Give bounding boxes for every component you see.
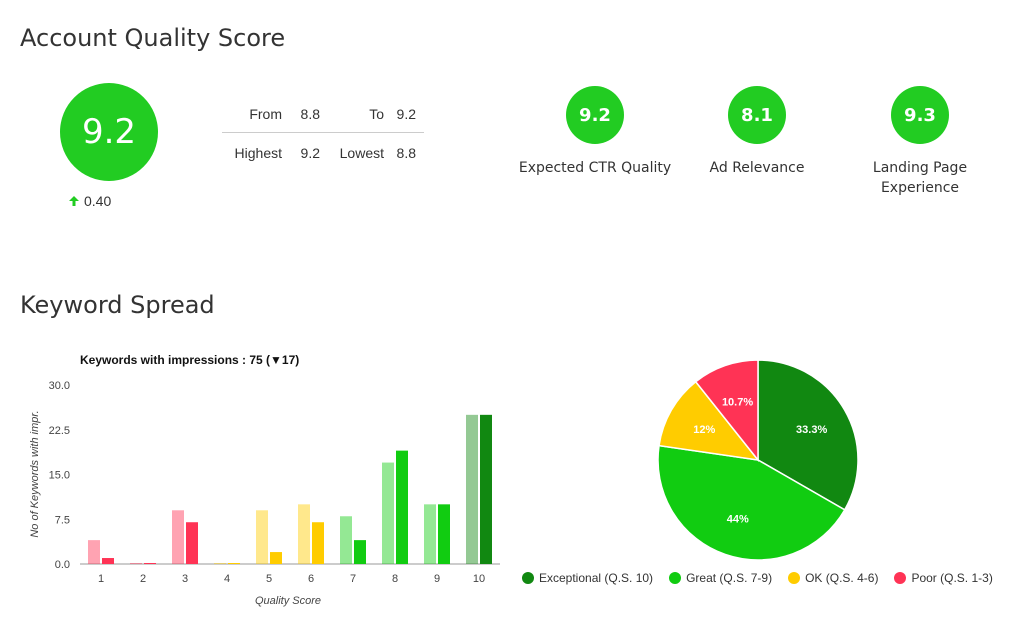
bar-xtick-label: 8 xyxy=(392,573,398,585)
ad-relevance-value: 8.1 xyxy=(741,104,773,126)
bar-series1-qs-9[interactable] xyxy=(424,504,436,564)
ctr-score-value: 9.2 xyxy=(579,104,611,126)
legend-dot-exceptional xyxy=(522,572,534,584)
bar-series2-qs-2[interactable] xyxy=(144,563,156,564)
bar-chart-ylabel: No of Keywords with impr. xyxy=(29,410,41,537)
bar-series1-qs-2[interactable] xyxy=(130,563,142,564)
delta-value: 0.40 xyxy=(84,193,112,209)
bar-series2-qs-6[interactable] xyxy=(312,522,324,564)
legend-item-poor: Poor (Q.S. 1-3) xyxy=(894,571,993,585)
ad-relevance-circle: 8.1 xyxy=(728,86,786,144)
legend-dot-ok xyxy=(788,572,801,584)
bar-xtick-label: 3 xyxy=(182,573,188,585)
bar-xtick-label: 5 xyxy=(266,573,272,585)
pie-slice-label: 12% xyxy=(693,424,715,436)
bar-series1-qs-8[interactable] xyxy=(382,462,394,564)
bar-ytick-label: 22.5 xyxy=(49,425,70,437)
bar-xtick-label: 6 xyxy=(308,573,314,585)
bar-xtick-label: 2 xyxy=(140,573,146,585)
bar-series1-qs-6[interactable] xyxy=(298,504,310,564)
component-ctr: 9.2 Expected CTR Quality xyxy=(515,86,675,178)
bar-ytick-label: 0.0 xyxy=(55,559,70,571)
account-quality-title: Account Quality Score xyxy=(20,24,286,52)
component-landing-page: 9.3 Landing Page Experience xyxy=(860,86,980,198)
bar-ytick-label: 30.0 xyxy=(49,380,70,392)
pie-slice-poor[interactable] xyxy=(694,359,759,463)
legend-dot-poor xyxy=(894,572,907,584)
pie-chart: 33.3% 44% 12% 10.7% xyxy=(657,359,859,561)
to-value: 9.2 xyxy=(396,106,416,122)
account-score-value: 9.2 xyxy=(81,112,137,152)
account-score-circle: 9.2 xyxy=(60,83,158,181)
pie-slice-great[interactable] xyxy=(657,444,846,561)
landing-page-value: 9.3 xyxy=(904,104,936,126)
ad-relevance-label: Ad Relevance xyxy=(709,160,805,176)
legend-item-ok: OK (Q.S. 4-6) xyxy=(788,571,878,585)
highest-value: 9.2 xyxy=(300,145,320,161)
bar-series2-qs-9[interactable] xyxy=(438,504,450,564)
pie-slice-ok[interactable] xyxy=(658,380,760,462)
bar-series2-qs-7[interactable] xyxy=(354,540,366,564)
bar-chart-title: Keywords with impressions : 75 (▼17) xyxy=(80,353,300,367)
legend-item-great: Great (Q.S. 7-9) xyxy=(669,571,772,585)
bar-xtick-label: 4 xyxy=(224,573,230,585)
bar-series2-qs-10[interactable] xyxy=(480,414,492,564)
bar-chart: 1 2 3 4 5 6 7 8 9 10 0.0 7.5 15.0 22.5 30.0 No of Key… xyxy=(29,380,500,607)
bar-series1-qs-7[interactable] xyxy=(340,516,352,564)
bar-series2-qs-5[interactable] xyxy=(270,552,282,564)
bar-xtick-label: 7 xyxy=(350,573,356,585)
bar-series1-qs-4[interactable] xyxy=(214,563,226,564)
bar-chart-xlabel: Quality Score xyxy=(255,595,321,607)
from-label: From xyxy=(249,106,282,122)
pie-legend: Exceptional (Q.S. 10) Great (Q.S. 7-9) O… xyxy=(522,571,993,585)
score-range-table: From 8.8 To 9.2 Highest 9.2 Lowest 8.8 xyxy=(222,100,424,167)
score-delta: 0.40 xyxy=(68,193,111,209)
legend-label-exceptional: Exceptional (Q.S. 10) xyxy=(539,571,654,585)
bar-xtick-label: 9 xyxy=(434,573,440,585)
ctr-label: Expected CTR Quality xyxy=(518,160,672,176)
legend-label-poor: Poor (Q.S. 1-3) xyxy=(911,571,993,585)
pie-slice-label: 44% xyxy=(727,514,749,526)
bar-series1-qs-10[interactable] xyxy=(466,414,478,564)
legend-label-ok: OK (Q.S. 4-6) xyxy=(805,571,879,585)
landing-page-circle: 9.3 xyxy=(891,86,949,144)
bar-xtick-label: 10 xyxy=(473,573,485,585)
component-ad-relevance: 8.1 Ad Relevance xyxy=(682,86,832,178)
bar-ytick-label: 7.5 xyxy=(55,514,70,526)
bar-series2-qs-3[interactable] xyxy=(186,522,198,564)
bar-ytick-label: 15.0 xyxy=(49,470,70,482)
legend-dot-great xyxy=(669,572,682,584)
bar-series2-qs-4[interactable] xyxy=(228,563,240,564)
lowest-value: 8.8 xyxy=(396,145,416,161)
keyword-spread-title: Keyword Spread xyxy=(20,291,215,319)
lowest-label: Lowest xyxy=(339,145,384,161)
bar-series1-qs-5[interactable] xyxy=(256,510,268,564)
pie-slice-label: 33.3% xyxy=(796,424,827,436)
highest-label: Highest xyxy=(234,145,282,161)
bar-series1-qs-3[interactable] xyxy=(172,510,184,564)
ctr-score-circle: 9.2 xyxy=(566,86,624,144)
bar-series2-qs-8[interactable] xyxy=(396,450,408,564)
legend-label-great: Great (Q.S. 7-9) xyxy=(686,571,773,585)
pie-slice-label: 10.7% xyxy=(722,396,753,408)
from-value: 8.8 xyxy=(300,106,320,122)
pie-slice-exceptional[interactable] xyxy=(757,359,859,511)
landing-page-label: Landing Page Experience xyxy=(872,160,968,196)
bar-series2-qs-1[interactable] xyxy=(102,558,114,564)
bar-xtick-label: 1 xyxy=(98,573,104,585)
legend-item-exceptional: Exceptional (Q.S. 10) xyxy=(522,571,653,585)
to-label: To xyxy=(369,106,384,122)
bar-series1-qs-1[interactable] xyxy=(88,540,100,564)
arrow-up-icon xyxy=(68,195,80,207)
